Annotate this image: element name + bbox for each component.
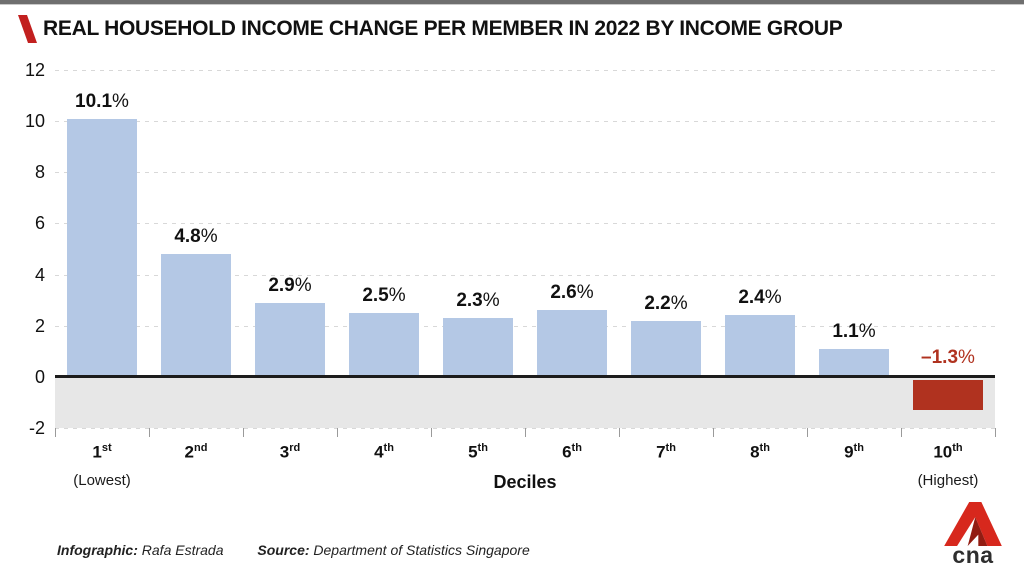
x-axis-category-label: 6th bbox=[562, 442, 582, 462]
bar-value-label: 1.1% bbox=[832, 320, 876, 342]
x-axis-tick bbox=[149, 428, 150, 437]
page-title: REAL HOUSEHOLD INCOME CHANGE PER MEMBER … bbox=[43, 17, 843, 40]
bar-value-label: 2.6% bbox=[550, 282, 594, 304]
bar bbox=[631, 320, 701, 377]
bar-value-label: 10.1% bbox=[75, 90, 129, 112]
bar bbox=[67, 118, 137, 377]
top-border bbox=[0, 0, 1024, 5]
bar bbox=[537, 310, 607, 377]
y-axis-tick-label: 12 bbox=[24, 60, 45, 80]
y-axis-tick-label: 10 bbox=[24, 111, 45, 132]
source-label: Source: bbox=[257, 542, 310, 558]
x-axis-category-label: 3rd bbox=[279, 442, 301, 462]
x-axis-tick bbox=[995, 428, 996, 437]
cna-logo-mark-icon bbox=[944, 502, 1002, 546]
x-axis-category-label: 4th bbox=[374, 442, 394, 462]
x-axis-title: Deciles bbox=[493, 472, 557, 492]
bar-value-label: 2.5% bbox=[362, 284, 406, 306]
gridline bbox=[55, 172, 995, 174]
x-axis-category-label: 9th bbox=[844, 442, 864, 462]
bar bbox=[161, 254, 231, 377]
bar bbox=[913, 379, 983, 411]
headline-slash-icon bbox=[18, 15, 37, 43]
x-axis-category-label: 5th bbox=[468, 442, 488, 462]
gridline bbox=[55, 223, 995, 225]
y-axis-tick-label: 8 bbox=[34, 162, 45, 183]
y-axis-tick-label: 2 bbox=[34, 315, 45, 336]
infographic-credit-value: Rafa Estrada bbox=[141, 542, 224, 558]
category-note: (Lowest) bbox=[73, 472, 131, 489]
gridline bbox=[55, 70, 995, 71]
bar bbox=[349, 312, 419, 377]
x-axis-tick bbox=[619, 428, 620, 437]
x-axis-category-label: 8th bbox=[750, 442, 770, 462]
y-axis-tick-label: -2 bbox=[28, 418, 45, 438]
negative-region-band bbox=[55, 376, 995, 428]
bar-value-label: 2.9% bbox=[268, 274, 312, 296]
bar-value-label: 4.8% bbox=[174, 226, 218, 248]
cna-logo-text: cna bbox=[952, 542, 994, 568]
x-axis-tick bbox=[55, 428, 56, 437]
y-axis-tick-label: 6 bbox=[34, 213, 45, 234]
footer-credits: Infographic: Rafa Estrada Source: Depart… bbox=[57, 542, 530, 558]
x-axis-tick bbox=[431, 428, 432, 437]
gridline bbox=[55, 121, 995, 123]
y-axis-tick-label: 0 bbox=[34, 366, 45, 387]
x-axis-category-label: 2nd bbox=[184, 442, 208, 462]
x-axis-tick bbox=[807, 428, 808, 437]
source-value: Department of Statistics Singapore bbox=[313, 542, 530, 558]
bar bbox=[255, 302, 325, 377]
bar bbox=[725, 315, 795, 377]
x-axis-tick bbox=[337, 428, 338, 437]
bar-value-label: –1.3% bbox=[921, 346, 975, 368]
x-axis-tick bbox=[901, 428, 902, 437]
x-axis-category-label: 7th bbox=[656, 442, 676, 462]
bar bbox=[443, 318, 513, 377]
x-axis-category-label: 1st bbox=[92, 442, 112, 462]
bar-value-label: 2.3% bbox=[456, 290, 500, 312]
category-note: (Highest) bbox=[917, 472, 979, 489]
zero-axis-line bbox=[55, 375, 995, 379]
cna-logo: cna bbox=[938, 502, 1008, 568]
gridline bbox=[55, 325, 995, 327]
header: REAL HOUSEHOLD INCOME CHANGE PER MEMBER … bbox=[18, 15, 843, 43]
bar-value-label: 2.4% bbox=[738, 287, 782, 309]
income-change-bar-chart: -2 0 2 4 6 8 10 12 10.1% 4.8% 2.9% 2.5% 2.3% 2.6% 2.2%… bbox=[25, 60, 996, 489]
x-axis-tick bbox=[713, 428, 714, 437]
x-axis-category-label: 10th bbox=[933, 442, 963, 462]
bar bbox=[819, 348, 889, 377]
x-axis-tick bbox=[525, 428, 526, 437]
infographic-credit-label: Infographic: bbox=[57, 542, 138, 558]
x-axis-tick bbox=[243, 428, 244, 437]
bar-value-label: 2.2% bbox=[644, 292, 688, 314]
gridline bbox=[55, 274, 995, 276]
y-axis-tick-label: 4 bbox=[34, 264, 45, 285]
